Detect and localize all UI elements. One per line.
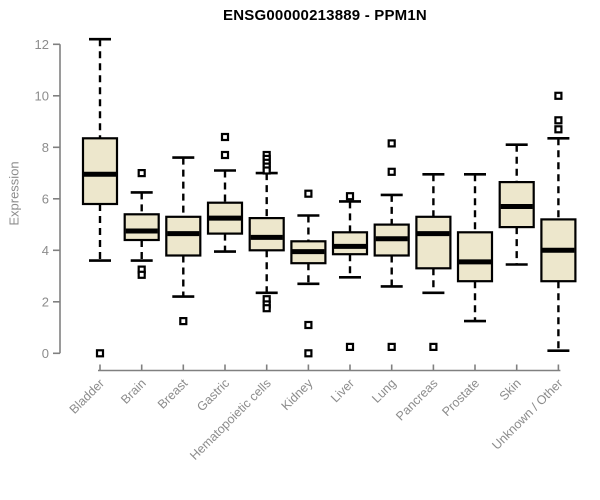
iqr-box xyxy=(123,213,160,242)
iqr-box xyxy=(456,231,494,283)
y-tick-label: 8 xyxy=(42,140,49,155)
boxplot-gastric xyxy=(206,132,244,253)
outlier-marker xyxy=(345,192,355,201)
y-tick-label: 6 xyxy=(42,191,49,206)
outlier-marker xyxy=(429,342,438,351)
x-category-label: Liver xyxy=(328,376,357,405)
outlier-marker xyxy=(554,116,563,125)
boxplot-skin xyxy=(498,143,535,266)
y-tick-label: 4 xyxy=(42,243,49,258)
outlier-marker xyxy=(554,91,563,100)
boxplot-liver xyxy=(331,192,369,351)
boxplot-kidney xyxy=(290,189,327,358)
outlier-marker xyxy=(387,139,396,148)
boxplot-breast xyxy=(165,156,202,326)
x-category-label: Skin xyxy=(497,376,524,403)
boxplot-hematopoietic-cells xyxy=(248,150,285,313)
boxplot-prostate xyxy=(456,173,494,323)
outlier-marker xyxy=(304,320,313,330)
iqr-box xyxy=(331,231,369,256)
x-category-label: Gastric xyxy=(194,376,232,414)
chart-title: ENSG00000213889 - PPM1N xyxy=(223,7,427,24)
x-category-label: Prostate xyxy=(439,376,482,419)
x-category-label: Lung xyxy=(369,376,399,406)
outlier-marker xyxy=(137,270,146,279)
outlier-marker xyxy=(262,166,271,175)
iqr-box xyxy=(81,137,119,206)
x-category-label: Pancreas xyxy=(393,376,440,423)
iqr-box xyxy=(415,215,452,270)
outlier-marker xyxy=(304,349,313,358)
x-category-label: Brain xyxy=(118,376,149,407)
outlier-marker xyxy=(387,167,396,176)
x-category-label: Breast xyxy=(155,376,191,412)
x-category-label: Bladder xyxy=(67,376,107,416)
x-category-label: Unknown / Other xyxy=(489,376,565,452)
outlier-marker xyxy=(304,189,313,198)
y-tick-label: 12 xyxy=(35,37,49,52)
outlier-marker xyxy=(262,304,271,313)
outlier-marker xyxy=(387,342,396,351)
boxplot-bladder xyxy=(81,37,119,358)
outlier-marker xyxy=(95,349,105,358)
outlier-marker xyxy=(220,132,230,142)
y-tick-label: 10 xyxy=(35,88,49,103)
outlier-marker xyxy=(554,125,563,134)
y-axis: 0 2 4 6 8 10 12 xyxy=(35,37,61,361)
y-tick-label: 0 xyxy=(42,346,49,361)
boxplot-brain xyxy=(123,169,160,279)
outlier-marker xyxy=(179,317,188,326)
boxplot-lung xyxy=(373,139,410,351)
outlier-marker xyxy=(220,150,230,160)
outlier-marker xyxy=(345,342,355,351)
iqr-box xyxy=(248,217,285,252)
boxplot-pancreas xyxy=(415,173,452,351)
x-category-label: Kidney xyxy=(279,376,316,413)
iqr-box xyxy=(165,215,202,257)
x-category-label: Hematopoietic cells xyxy=(187,376,274,463)
y-tick-label: 2 xyxy=(42,294,49,309)
boxplot-unknown-other xyxy=(540,91,577,353)
outlier-marker xyxy=(137,169,146,178)
